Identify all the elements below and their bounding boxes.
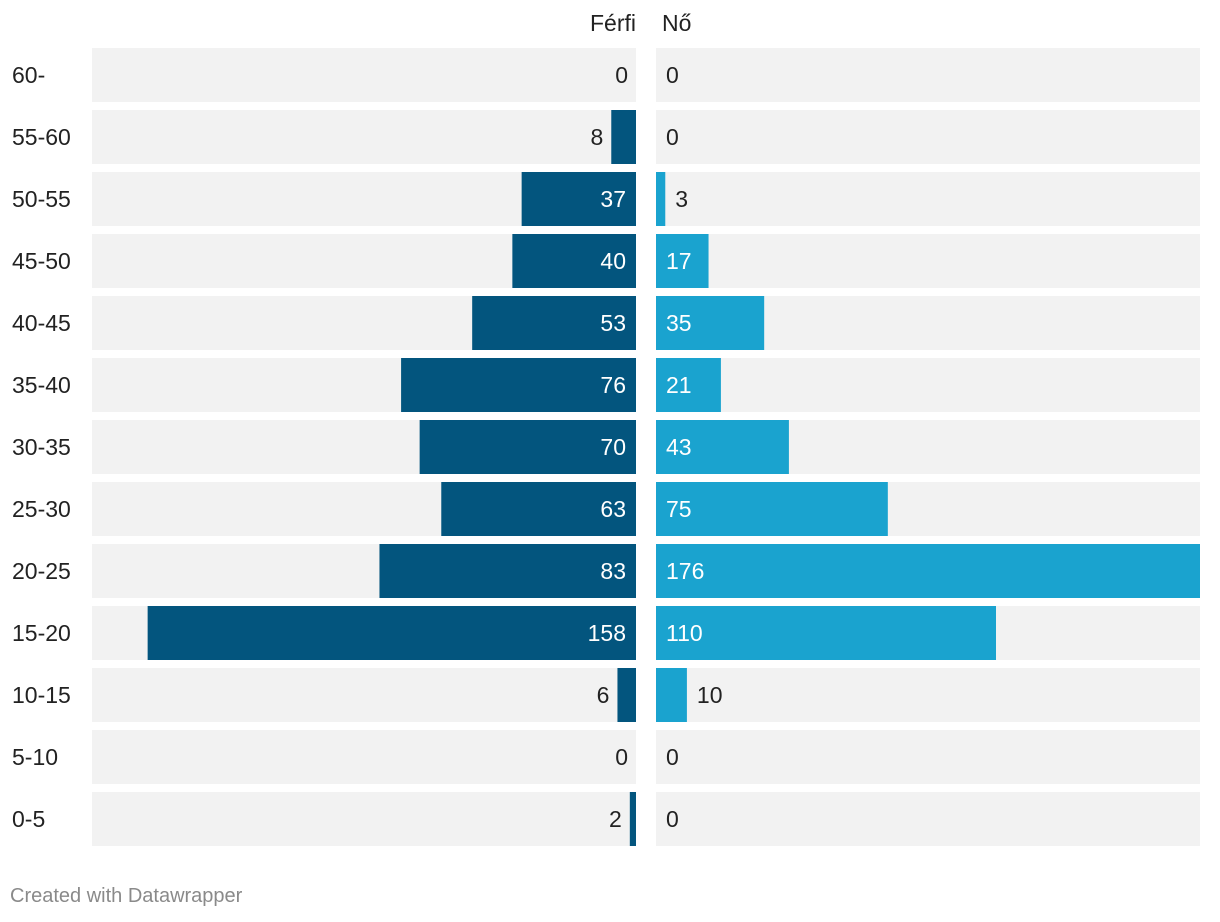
value-label-no: 10 — [697, 682, 723, 708]
value-label-no: 21 — [666, 372, 692, 398]
bar-no — [656, 296, 765, 350]
bar-no — [656, 482, 888, 536]
value-label-no: 0 — [666, 806, 679, 832]
bar-ferfi — [379, 544, 636, 598]
value-label-ferfi: 0 — [615, 62, 628, 88]
value-label-ferfi: 6 — [597, 682, 610, 708]
row-label: 25-30 — [12, 496, 71, 522]
background-bar-right — [656, 234, 1200, 288]
value-label-ferfi: 37 — [600, 186, 626, 212]
footer-credit: Created with Datawrapper — [10, 885, 243, 907]
value-label-no: 75 — [666, 496, 692, 522]
value-label-no: 3 — [675, 186, 688, 212]
value-label-no: 176 — [666, 558, 704, 584]
value-label-no: 0 — [666, 744, 679, 770]
row-label: 40-45 — [12, 310, 71, 336]
row-label: 55-60 — [12, 124, 71, 150]
value-label-ferfi: 40 — [600, 248, 626, 274]
value-label-ferfi: 0 — [615, 744, 628, 770]
background-bar-right — [656, 792, 1200, 846]
bar-no — [656, 234, 709, 288]
bar-ferfi — [419, 420, 636, 474]
value-label-no: 35 — [666, 310, 692, 336]
row-label: 35-40 — [12, 372, 71, 398]
bar-ferfi — [472, 296, 636, 350]
bar-ferfi — [401, 358, 636, 412]
row-label: 5-10 — [12, 744, 58, 770]
header-right: Nő — [662, 10, 691, 36]
value-label-ferfi: 63 — [600, 496, 626, 522]
background-bar-left — [92, 668, 636, 722]
value-label-ferfi: 2 — [609, 806, 622, 832]
background-bar-right — [656, 730, 1200, 784]
row-label: 20-25 — [12, 558, 71, 584]
bar-no — [656, 606, 996, 660]
row-label: 45-50 — [12, 248, 71, 274]
bar-ferfi — [521, 172, 636, 226]
row-label: 0-5 — [12, 806, 45, 832]
value-label-ferfi: 83 — [600, 558, 626, 584]
value-label-no: 17 — [666, 248, 692, 274]
value-label-ferfi: 8 — [590, 124, 603, 150]
value-label-no: 110 — [666, 620, 703, 646]
background-bar-left — [92, 792, 636, 846]
bar-ferfi — [611, 110, 636, 164]
bar-ferfi — [512, 234, 636, 288]
background-bar-left — [92, 110, 636, 164]
background-bar-right — [656, 358, 1200, 412]
background-bar-left — [92, 48, 636, 102]
value-label-ferfi: 70 — [600, 434, 626, 460]
bar-no — [656, 420, 789, 474]
background-bar-right — [656, 668, 1200, 722]
value-label-ferfi: 76 — [600, 372, 626, 398]
bar-no — [656, 544, 1200, 598]
bar-ferfi — [617, 668, 636, 722]
bar-ferfi — [441, 482, 636, 536]
background-bar-left — [92, 730, 636, 784]
value-label-ferfi: 158 — [588, 620, 626, 646]
value-label-ferfi: 53 — [600, 310, 626, 336]
bar-no — [656, 358, 721, 412]
background-bar-right — [656, 48, 1200, 102]
row-label: 10-15 — [12, 682, 71, 708]
row-label: 50-55 — [12, 186, 71, 212]
background-bar-right — [656, 110, 1200, 164]
row-label: 60- — [12, 62, 45, 88]
bar-ferfi — [147, 606, 637, 660]
header-left: Férfi — [590, 10, 636, 36]
value-label-no: 43 — [666, 434, 692, 460]
background-bar-right — [656, 172, 1200, 226]
bar-no — [656, 172, 666, 226]
value-label-no: 0 — [666, 124, 679, 150]
value-label-no: 0 — [666, 62, 679, 88]
row-label: 15-20 — [12, 620, 71, 646]
bar-ferfi — [629, 792, 636, 846]
row-label: 30-35 — [12, 434, 71, 460]
bar-no — [656, 668, 687, 722]
